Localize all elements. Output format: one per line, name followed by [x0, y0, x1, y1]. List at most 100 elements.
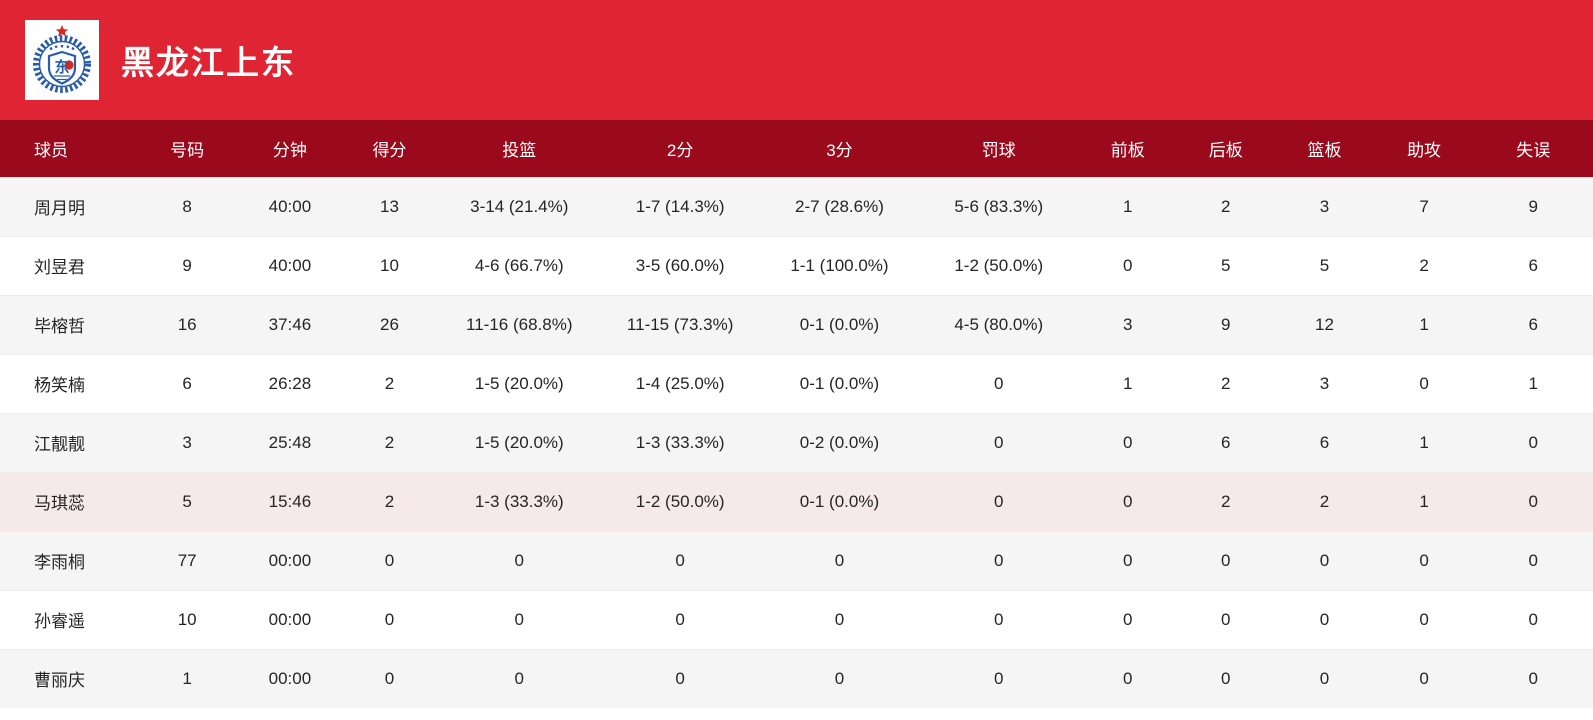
player-name-cell: 曹丽庆	[34, 671, 85, 691]
stat-cell-dreb: 0	[1221, 668, 1231, 688]
stat-cell-ast: 1	[1419, 432, 1429, 452]
stat-cell-ft: 5-6 (83.3%)	[954, 196, 1044, 216]
stat-cell-to: 0	[1528, 550, 1538, 570]
column-header-fg: 投篮	[502, 140, 537, 160]
stat-cell-2pt: 1-3 (33.3%)	[635, 432, 725, 452]
stat-cell-to: 9	[1528, 196, 1538, 216]
stat-cell-dreb: 5	[1221, 255, 1231, 275]
stat-cell-ft: 0	[994, 373, 1004, 393]
player-name-cell: 李雨桐	[34, 553, 85, 572]
team-crest-icon: 东	[33, 25, 91, 93]
column-header-reb: 篮板	[1307, 140, 1342, 160]
stat-cell-oreb: 0	[1123, 255, 1133, 275]
stat-cell-3pt: 0	[834, 668, 845, 688]
stat-cell-2pt: 0	[675, 609, 685, 629]
player-name-cell: 杨笑楠	[34, 376, 85, 395]
stat-cell-dreb: 2	[1221, 491, 1231, 511]
stat-cell-3pt: 2-7 (28.6%)	[795, 196, 884, 216]
stats-table-header-row: 球员 号码 分钟 得分 投篮 2分 3分 罚球 前板 后板 篮板 助攻 失误	[0, 120, 1593, 177]
player-name-cell: 孙睿遥	[34, 612, 85, 631]
stat-cell-to: 1	[1528, 373, 1538, 393]
stat-cell-dreb: 9	[1221, 314, 1231, 334]
stat-cell-ft: 0	[994, 609, 1004, 629]
stat-cell-dreb: 0	[1221, 609, 1231, 629]
stat-cell-2pt: 1-7 (14.3%)	[635, 196, 725, 216]
player-stat-row: 孙睿遥 10 00:00 0 0 0 0 0 0 0 0 0 0	[0, 590, 1593, 649]
stat-cell-fg: 3-14 (21.4%)	[470, 196, 569, 216]
stat-cell-reb: 3	[1319, 373, 1330, 393]
stat-cell-number: 9	[182, 255, 192, 275]
stat-cell-2pt: 1-2 (50.0%)	[635, 491, 725, 511]
stat-cell-points: 0	[384, 609, 395, 629]
stat-cell-minutes: 25:48	[268, 432, 312, 452]
column-header-ast: 助攻	[1407, 140, 1442, 160]
svg-text:东: 东	[54, 58, 69, 76]
stat-cell-ast: 1	[1419, 491, 1429, 511]
column-header-player: 球员	[34, 140, 68, 160]
player-stats-table: 球员 号码 分钟 得分 投篮 2分 3分 罚球 前板 后板 篮板 助攻 失误 周月明 8 40:00 13 3-…	[0, 120, 1593, 708]
stat-cell-oreb: 0	[1123, 609, 1133, 629]
column-header-ft: 罚球	[981, 140, 1016, 160]
player-stat-row: 马琪蕊 5 15:46 2 1-3 (33.3%) 1-2 (50.0%) 0-1 (0.0…	[0, 472, 1593, 531]
stat-cell-points: 10	[379, 255, 399, 275]
stat-cell-fg: 0	[514, 550, 524, 570]
stat-cell-minutes: 00:00	[268, 668, 312, 688]
stat-cell-minutes: 26:28	[268, 373, 312, 393]
column-header-dreb: 后板	[1208, 140, 1243, 160]
stat-cell-2pt: 0	[675, 668, 685, 688]
team-logo: 东	[25, 20, 99, 100]
stat-cell-ast: 2	[1419, 255, 1429, 275]
stat-cell-ft: 4-5 (80.0%)	[954, 314, 1044, 334]
stat-cell-fg: 1-3 (33.3%)	[474, 491, 564, 511]
player-name-cell: 江靓靓	[34, 435, 85, 454]
player-name-cell: 刘昱君	[34, 258, 85, 277]
stat-cell-ft: 0	[994, 668, 1004, 688]
stat-cell-3pt: 0-1 (0.0%)	[799, 314, 880, 334]
stat-cell-number: 3	[182, 432, 192, 452]
stat-cell-fg: 11-16 (68.8%)	[466, 314, 573, 334]
player-stat-row: 杨笑楠 6 26:28 2 1-5 (20.0%) 1-4 (25.0%) 0-1 (0.0…	[0, 354, 1593, 413]
stat-cell-to: 6	[1528, 255, 1538, 275]
stat-cell-dreb: 2	[1221, 373, 1231, 393]
stat-cell-points: 2	[384, 373, 395, 393]
stat-cell-oreb: 0	[1123, 491, 1133, 511]
stat-cell-2pt: 3-5 (60.0%)	[635, 255, 725, 275]
stat-cell-reb: 2	[1319, 491, 1330, 511]
stat-cell-points: 2	[384, 491, 395, 511]
team-header-band: 东 黑龙江上东	[0, 0, 1593, 120]
player-name-cell: 马琪蕊	[34, 494, 85, 513]
stat-cell-number: 10	[177, 609, 197, 629]
player-name-cell: 周月明	[34, 199, 85, 218]
stat-cell-fg: 0	[514, 668, 524, 688]
stat-cell-3pt: 0-1 (0.0%)	[799, 491, 880, 511]
stat-cell-ast: 0	[1419, 668, 1429, 688]
column-header-to: 失误	[1516, 140, 1551, 160]
player-stat-row: 刘昱君 9 40:00 10 4-6 (66.7%) 3-5 (60.0%) 1-1 (10…	[0, 236, 1593, 295]
column-header-number: 号码	[170, 140, 205, 160]
stat-cell-oreb: 1	[1123, 196, 1133, 216]
stat-cell-to: 0	[1528, 432, 1538, 452]
column-header-3pt: 3分	[826, 140, 853, 160]
stat-cell-oreb: 1	[1123, 373, 1133, 393]
stat-cell-reb: 0	[1319, 668, 1330, 688]
stat-cell-2pt: 1-4 (25.0%)	[635, 373, 725, 393]
stat-cell-points: 13	[379, 196, 399, 216]
player-stat-row: 毕榕哲 16 37:46 26 11-16 (68.8%) 11-15 (73.3%) 0-…	[0, 295, 1593, 354]
stat-cell-minutes: 40:00	[268, 255, 312, 275]
team-name-title: 黑龙江上东	[121, 44, 296, 81]
stat-cell-oreb: 3	[1123, 314, 1133, 334]
stat-cell-reb: 12	[1315, 314, 1334, 334]
stat-cell-fg: 1-5 (20.0%)	[474, 373, 564, 393]
stat-cell-ast: 0	[1419, 609, 1429, 629]
stat-cell-number: 6	[182, 373, 192, 393]
stat-cell-number: 77	[177, 550, 197, 570]
stat-cell-minutes: 00:00	[268, 609, 312, 629]
stat-cell-3pt: 0-1 (0.0%)	[799, 373, 880, 393]
player-stat-row: 李雨桐 77 00:00 0 0 0 0 0 0 0 0 0 0	[0, 531, 1593, 590]
stat-cell-ast: 0	[1419, 373, 1429, 393]
stat-cell-ast: 7	[1419, 196, 1429, 216]
stat-cell-ft: 0	[994, 550, 1004, 570]
stat-cell-2pt: 11-15 (73.3%)	[626, 314, 734, 334]
stat-cell-ast: 1	[1419, 314, 1429, 334]
player-name-cell: 毕榕哲	[34, 317, 85, 336]
